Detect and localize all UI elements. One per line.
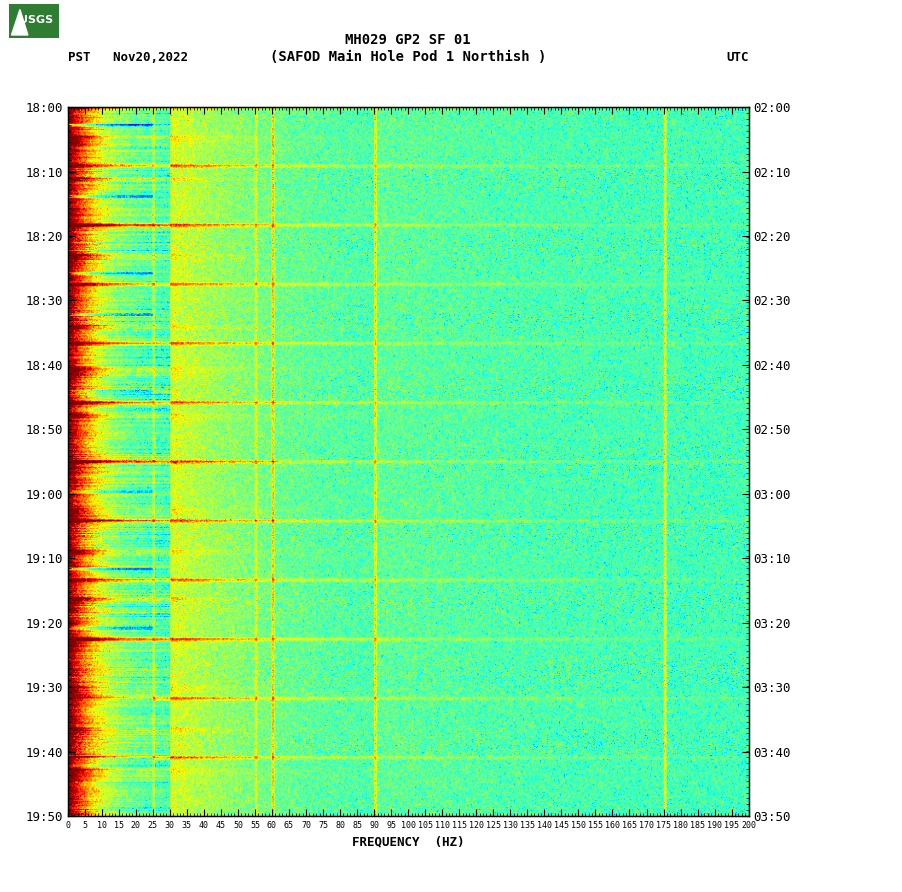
Text: (SAFOD Main Hole Pod 1 Northish ): (SAFOD Main Hole Pod 1 Northish ) [270, 50, 547, 64]
Polygon shape [12, 10, 28, 35]
Text: MH029 GP2 SF 01: MH029 GP2 SF 01 [345, 33, 471, 47]
Text: UTC: UTC [726, 51, 749, 63]
Text: USGS: USGS [19, 14, 53, 25]
Polygon shape [9, 4, 59, 38]
Text: PST   Nov20,2022: PST Nov20,2022 [68, 51, 188, 63]
X-axis label: FREQUENCY  (HZ): FREQUENCY (HZ) [352, 836, 465, 848]
